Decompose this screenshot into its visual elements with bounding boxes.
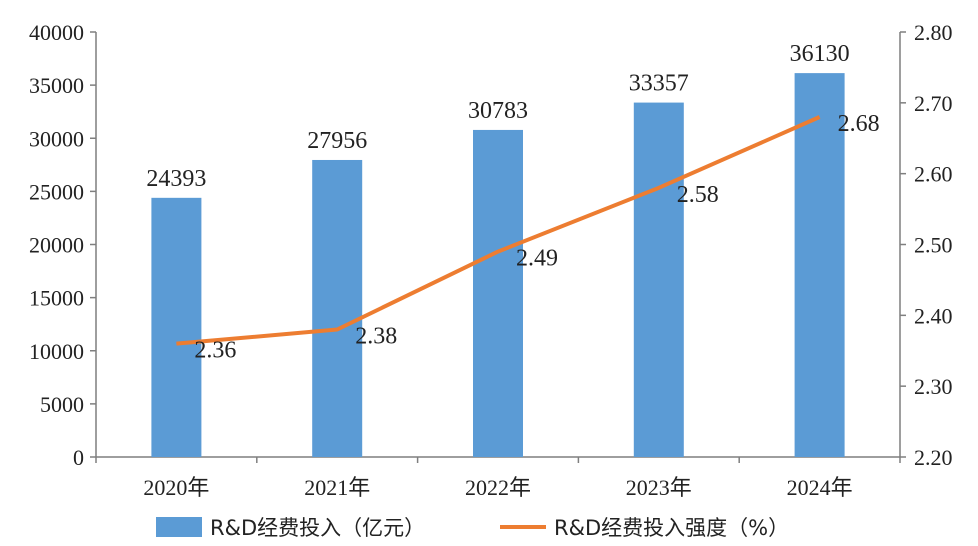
x-tick-label: 2022年	[465, 475, 531, 500]
y-left-tick-label: 10000	[29, 339, 84, 364]
bar-value-label: 33357	[629, 71, 689, 97]
line-value-label: 2.68	[838, 111, 880, 137]
y-right-tick-label: 2.60	[914, 162, 953, 187]
bar	[794, 73, 845, 458]
x-tick-label: 2020年	[143, 475, 209, 500]
y-left-tick-label: 35000	[29, 73, 84, 98]
legend-line-label: R&D经费投入强度（%）	[554, 516, 789, 540]
y-right-tick-label: 2.20	[914, 445, 953, 470]
legend-bar-label: R&D经费投入（亿元）	[210, 516, 425, 540]
line-value-label: 2.49	[516, 246, 558, 272]
y-left-tick-label: 0	[73, 445, 84, 470]
y-right-tick-label: 2.80	[914, 20, 953, 45]
y-right-tick-label: 2.30	[914, 374, 953, 399]
line-value-label: 2.36	[194, 338, 236, 364]
bar-value-label: 30783	[468, 98, 528, 124]
y-left-tick-label: 30000	[29, 126, 84, 151]
legend-bar-swatch	[156, 517, 202, 537]
bar-value-label: 27956	[307, 128, 367, 154]
bar	[151, 197, 202, 457]
x-tick-label: 2021年	[304, 475, 370, 500]
y-left-tick-label: 25000	[29, 179, 84, 204]
y-left-tick-label: 40000	[29, 20, 84, 45]
line-value-label: 2.38	[355, 324, 397, 350]
y-left-tick-label: 15000	[29, 286, 84, 311]
line-value-label: 2.58	[677, 182, 719, 208]
y-left-tick-label: 5000	[40, 392, 84, 417]
bar-value-label: 24393	[146, 166, 206, 192]
y-right-tick-label: 2.50	[914, 233, 953, 258]
y-left-tick-label: 20000	[29, 233, 84, 258]
x-tick-label: 2024年	[787, 475, 853, 500]
y-right-tick-label: 2.70	[914, 91, 953, 116]
bar-value-label: 36130	[790, 41, 850, 67]
x-tick-label: 2023年	[626, 475, 692, 500]
bar	[473, 129, 523, 458]
bar	[633, 102, 684, 457]
bar	[312, 159, 363, 457]
y-right-tick-label: 2.40	[914, 303, 953, 328]
